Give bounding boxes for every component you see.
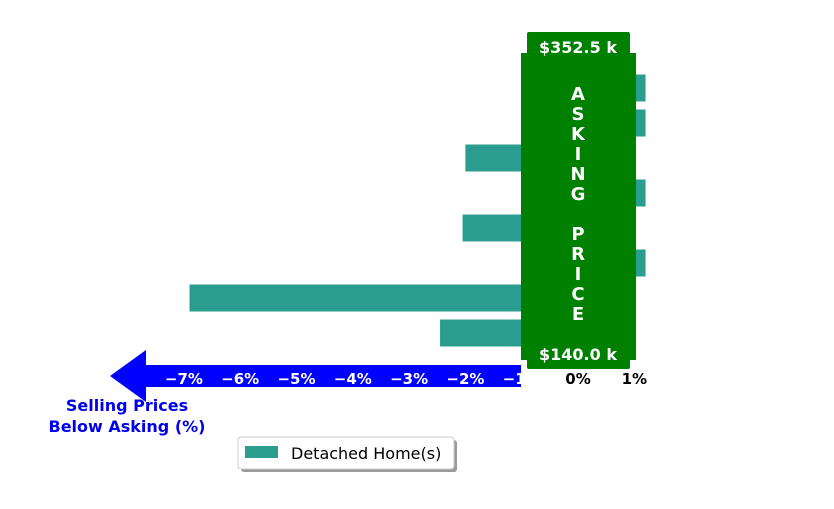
legend-label: Detached Home(s)	[291, 444, 441, 463]
asking-price-letter: G	[571, 184, 586, 205]
asking-price-letter: K	[571, 124, 586, 145]
bar	[440, 319, 521, 347]
high-price-box	[527, 32, 630, 61]
asking-price-letter: A	[571, 84, 585, 105]
bar	[634, 109, 646, 137]
high-price-label: $352.5 k	[539, 38, 617, 57]
bar	[462, 214, 521, 242]
x-tick-label: −6%	[221, 370, 259, 388]
asking-price-letter: E	[572, 304, 584, 325]
asking-price-letter: S	[572, 104, 585, 125]
x-tick-label: −3%	[390, 370, 428, 388]
bar	[189, 284, 521, 312]
x-tick-label: −2%	[446, 370, 484, 388]
below-asking-arrow	[110, 350, 521, 402]
asking-price-letter: N	[570, 164, 585, 185]
bar	[634, 74, 646, 102]
asking-price-letter: R	[571, 244, 585, 265]
low-price-label: $140.0 k	[539, 345, 617, 364]
asking-price-letter: I	[575, 264, 582, 285]
x-axis-ticks: −7% −6% −5% −4% −3% −2% −1% 0% 1%	[165, 370, 647, 388]
x-tick-label: 0%	[565, 370, 590, 388]
legend-swatch	[245, 446, 278, 458]
asking-price-letter: P	[571, 224, 584, 245]
x-tick-label: −5%	[277, 370, 315, 388]
asking-price-letter: I	[575, 144, 582, 165]
bar	[465, 144, 521, 172]
x-tick-label: 1%	[622, 370, 647, 388]
low-price-box	[527, 341, 630, 369]
arrow-caption-line-1: Selling Prices	[66, 396, 188, 415]
arrow-caption-line-2: Below Asking (%)	[49, 417, 206, 436]
bar-group	[189, 74, 646, 347]
x-tick-label: −7%	[165, 370, 203, 388]
asking-price-band	[521, 53, 636, 360]
bar	[634, 179, 646, 207]
x-tick-label: −4%	[334, 370, 372, 388]
legend-box	[237, 436, 455, 470]
x-tick-label: −1%	[503, 370, 541, 388]
asking-price-letter: C	[571, 284, 584, 305]
bar	[634, 249, 646, 277]
legend: Detached Home(s)	[237, 436, 457, 472]
